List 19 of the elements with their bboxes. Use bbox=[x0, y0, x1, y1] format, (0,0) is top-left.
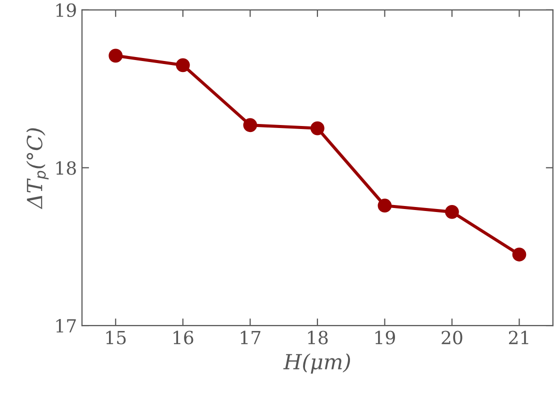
point bbox=[512, 248, 526, 262]
point bbox=[176, 58, 190, 72]
x-tick-label: 18 bbox=[308, 330, 328, 344]
x-tick-label: 15 bbox=[106, 330, 126, 344]
y-tick-label: 18 bbox=[56, 161, 76, 175]
point bbox=[445, 204, 459, 219]
y-tick-label: 19 bbox=[56, 3, 76, 18]
x-tick-label: 19 bbox=[375, 330, 395, 344]
y-tick-label: 17 bbox=[56, 319, 76, 332]
x-tick-label: 20 bbox=[442, 330, 462, 344]
point bbox=[108, 48, 123, 63]
point bbox=[310, 121, 324, 136]
x-tick-label: 21 bbox=[508, 330, 528, 344]
x-tick-label: 17 bbox=[240, 330, 260, 344]
y-axis-title: ΔT$_{p}$(°C) bbox=[26, 128, 49, 210]
point bbox=[243, 118, 258, 132]
x-axis-title: H(μm) bbox=[283, 353, 350, 374]
x-tick-label: 16 bbox=[174, 330, 194, 344]
point bbox=[378, 198, 392, 213]
